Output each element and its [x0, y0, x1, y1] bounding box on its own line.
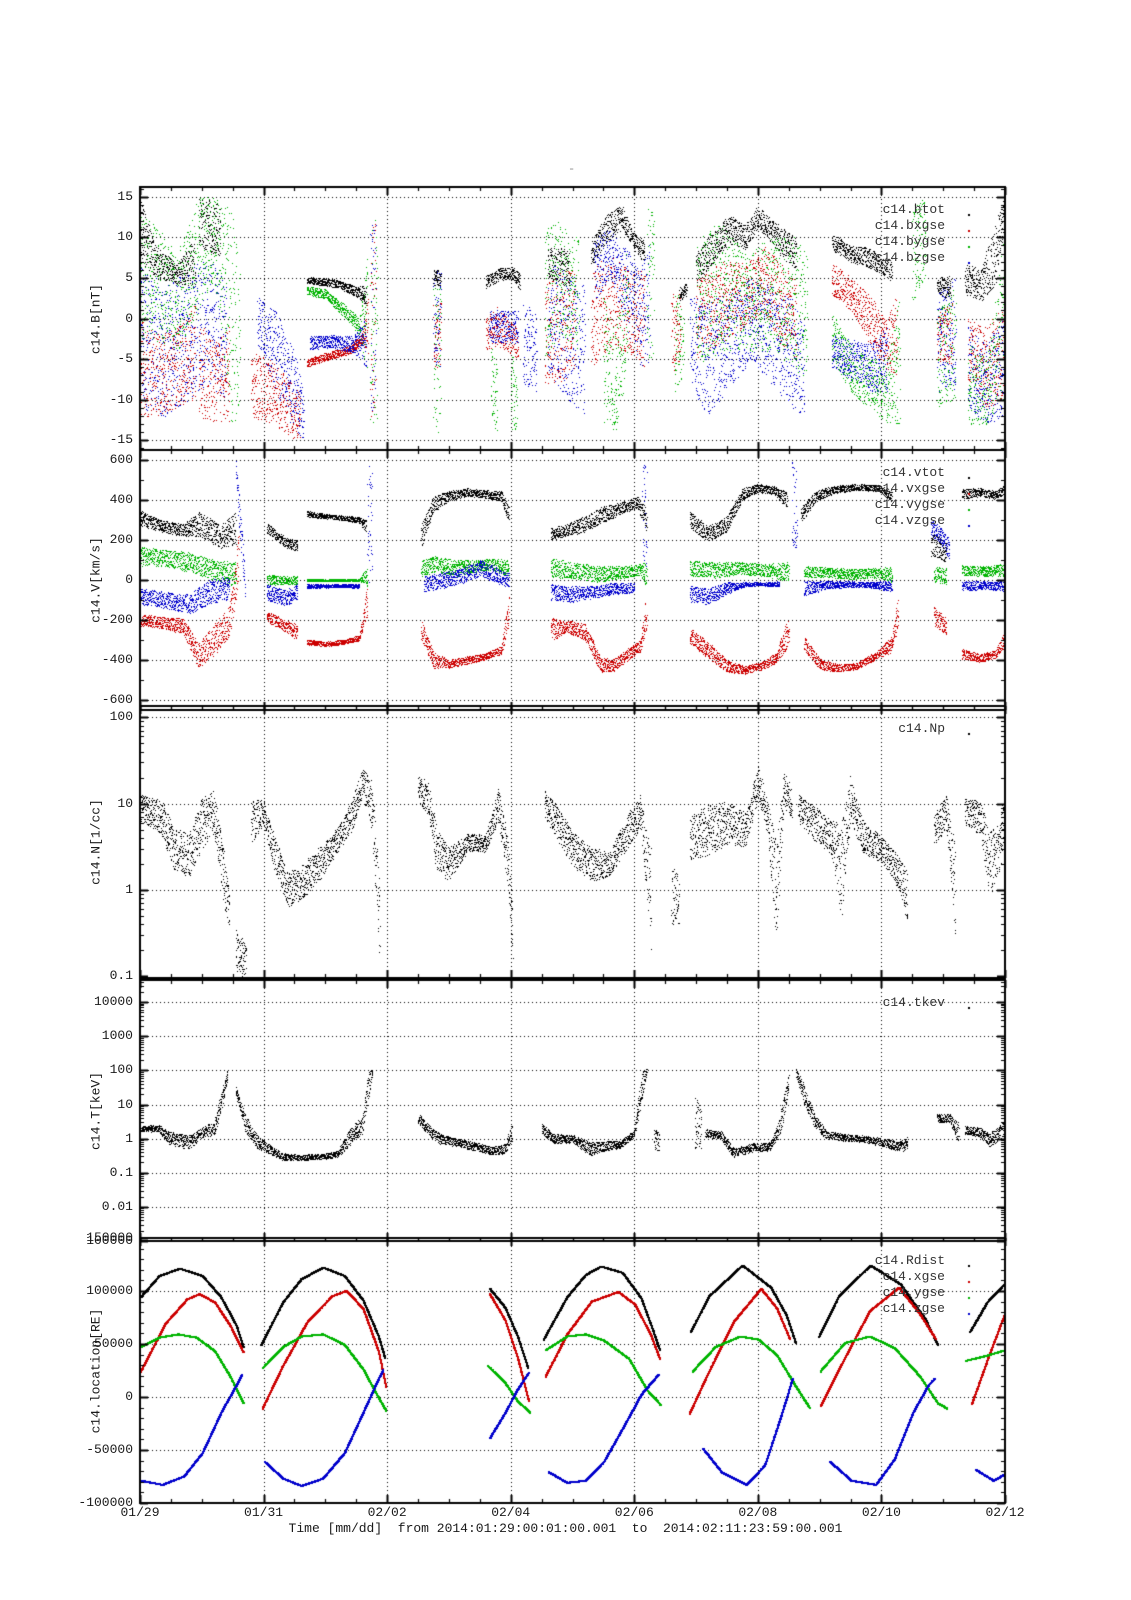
y-tick-label: 100 — [109, 1062, 133, 1077]
y-tick-label: 200 — [109, 532, 133, 547]
y-tick-label: 10 — [117, 796, 133, 811]
y-tick-label: 100 — [109, 709, 133, 724]
axis-title: c14.B[nT] — [88, 283, 104, 354]
y-tick-label: -5 — [117, 351, 133, 366]
axis-title: c14.T[keV] — [88, 1071, 104, 1150]
y-tick-label: 1 — [125, 882, 133, 897]
x-tick-label: 02/12 — [985, 1505, 1025, 1520]
legend-label: c14.btot — [882, 202, 945, 217]
legend-label: c14.vygse — [874, 497, 945, 512]
y-tick-label: -600 — [101, 692, 133, 707]
x-axis-title: Time [mm/dd] from 2014:01:29:00:01:00.00… — [288, 1521, 843, 1536]
y-tick-label: -200 — [101, 612, 133, 627]
y-tick-label: 0.01 — [101, 1199, 133, 1214]
y-tick-label: 600 — [109, 452, 133, 467]
y-tick-label: -15 — [109, 432, 133, 447]
y-tick-label: -400 — [101, 652, 133, 667]
x-tick-label: 01/31 — [244, 1505, 284, 1520]
legend-label: c14.ygse — [882, 1285, 945, 1300]
y-tick-label: 100000 — [86, 1233, 133, 1248]
legend-label: c14.bygse — [874, 234, 945, 249]
y-tick-label: -100000 — [78, 1495, 133, 1510]
y-tick-label: 400 — [109, 492, 133, 507]
y-tick-label: -10 — [109, 392, 133, 407]
y-tick-label: 10 — [117, 229, 133, 244]
y-tick-label: 0 — [125, 1389, 133, 1404]
y-tick-label: 5 — [125, 270, 133, 285]
x-tick-label: 02/08 — [738, 1505, 778, 1520]
legend-label: c14.vzgse — [874, 513, 945, 528]
y-tick-label: 0 — [125, 572, 133, 587]
plot-title-mark: - — [568, 162, 576, 176]
y-tick-label: 150000 — [86, 1230, 133, 1245]
legend-label: c14.vxgse — [874, 481, 945, 496]
legend-label: c14.xgse — [882, 1269, 945, 1284]
legend-label: c14.zgse — [882, 1301, 945, 1316]
y-tick-label: 10 — [117, 1097, 133, 1112]
x-tick-label: 02/02 — [367, 1505, 407, 1520]
x-tick-label: 01/29 — [120, 1505, 160, 1520]
legend-label: c14.tkev — [882, 995, 945, 1010]
y-tick-label: 0 — [125, 311, 133, 326]
y-tick-label: 0.1 — [109, 1165, 133, 1180]
legend-label: c14.Rdist — [874, 1253, 945, 1268]
y-tick-label: 10000 — [93, 994, 133, 1009]
y-tick-label: 0.1 — [109, 968, 133, 983]
legend-label: c14.vtot — [882, 465, 945, 480]
y-tick-label: -50000 — [86, 1442, 133, 1457]
legend-label: c14.bxgse — [874, 218, 945, 233]
y-tick-label: 50000 — [93, 1336, 133, 1351]
axis-title: c14.V[km/s] — [88, 537, 104, 623]
x-tick-label: 02/04 — [491, 1505, 531, 1520]
x-tick-label: 02/06 — [614, 1505, 654, 1520]
x-tick-label: 02/10 — [861, 1505, 901, 1520]
axis-title: c14.location[RE] — [88, 1308, 104, 1433]
axis-title: c14.N[1/cc] — [88, 799, 104, 885]
y-tick-label: 1 — [125, 1131, 133, 1146]
y-tick-label: 15 — [117, 189, 133, 204]
legend-label: c14.bzgse — [874, 250, 945, 265]
y-tick-label: 1000 — [101, 1028, 133, 1043]
y-tick-label: 100000 — [86, 1283, 133, 1298]
legend-label: c14.Np — [898, 721, 945, 736]
